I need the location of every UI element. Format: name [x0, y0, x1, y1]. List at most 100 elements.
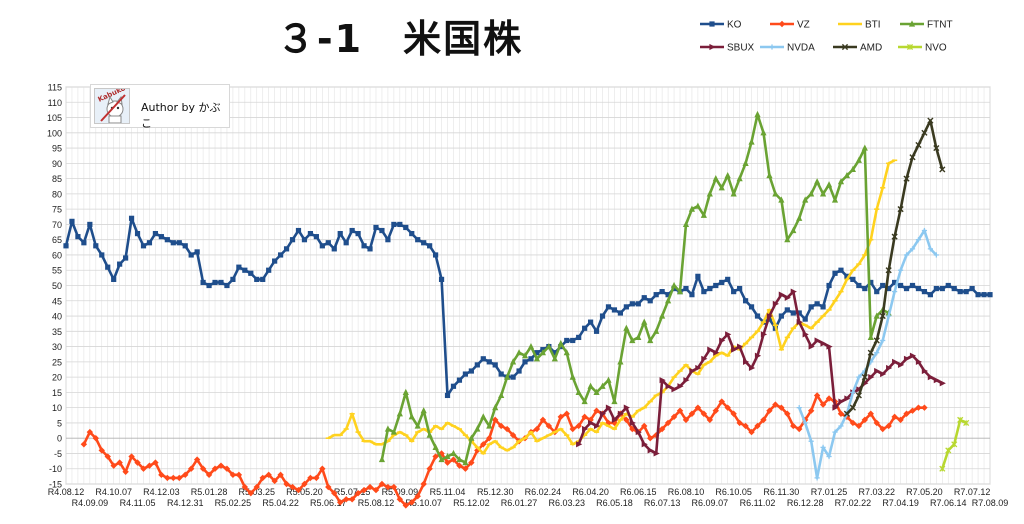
- data-point: [337, 230, 343, 237]
- data-point: [366, 483, 374, 491]
- data-point: [892, 289, 898, 295]
- legend-label: SBUX: [727, 43, 755, 54]
- data-point: [748, 364, 756, 372]
- data-point: [808, 304, 814, 310]
- data-point: [825, 395, 833, 402]
- data-point: [939, 465, 946, 472]
- data-point: [69, 218, 75, 224]
- data-point: [921, 289, 928, 295]
- data-point: [516, 368, 522, 374]
- data-point: [689, 292, 695, 298]
- data-point: [158, 471, 165, 479]
- data-point: [158, 234, 164, 240]
- data-point: [93, 243, 99, 249]
- data-point: [694, 404, 702, 411]
- data-point: [635, 301, 641, 307]
- data-point: [289, 483, 296, 491]
- data-point: [766, 312, 774, 320]
- data-point: [409, 230, 415, 237]
- data-point: [754, 352, 762, 359]
- y-tick-label: 95: [52, 144, 62, 154]
- x-tick-label: R7.01.25: [811, 487, 848, 497]
- data-point: [480, 356, 486, 362]
- data-point: [521, 352, 529, 359]
- data-point: [635, 428, 642, 436]
- data-point: [378, 455, 386, 463]
- data-point: [605, 304, 612, 310]
- data-point-stroke: [879, 312, 886, 320]
- x-tick-label: R6.04.20: [572, 487, 609, 497]
- cat-mascot-icon: [100, 94, 126, 123]
- data-point: [456, 455, 463, 463]
- x-tick-label: R4.10.07: [95, 487, 132, 497]
- data-point: [486, 422, 493, 429]
- data-point: [659, 312, 666, 319]
- data-point: [838, 398, 845, 405]
- data-point: [850, 389, 856, 395]
- data-point: [170, 240, 176, 246]
- data-point: [623, 324, 630, 331]
- data-point: [873, 312, 880, 319]
- data-point: [611, 397, 618, 405]
- data-point: [474, 425, 481, 432]
- data-point: [778, 313, 784, 319]
- legend-item-sbux: SBUX: [700, 43, 755, 54]
- data-point: [617, 358, 624, 365]
- x-tick-label: R6.11.02: [740, 498, 776, 508]
- data-point: [450, 383, 457, 389]
- data-point: [796, 425, 803, 433]
- data-point: [283, 246, 290, 252]
- x-tick-label: R7.06.14: [930, 498, 967, 508]
- data-point: [832, 404, 839, 411]
- data-point: [432, 453, 439, 460]
- chart-title: ３-1 米国株: [276, 17, 524, 61]
- data-point: [867, 349, 874, 356]
- data-point: [939, 285, 945, 292]
- data-point: [808, 438, 814, 444]
- data-point: [373, 224, 379, 231]
- data-point: [617, 410, 624, 417]
- data-point-stroke: [849, 404, 856, 411]
- y-tick-label: 110: [48, 98, 62, 108]
- x-tick-label: R5.10.07: [405, 498, 442, 508]
- data-point: [438, 276, 445, 282]
- data-point: [444, 392, 451, 399]
- data-point: [391, 221, 397, 228]
- data-point: [468, 368, 474, 374]
- data-point: [820, 340, 827, 347]
- data-point: [814, 475, 820, 481]
- data-point: [712, 407, 719, 414]
- data-point: [378, 480, 386, 488]
- data-point: [670, 413, 678, 421]
- data-point: [825, 181, 833, 188]
- data-point: [861, 374, 868, 381]
- data-point: [462, 465, 469, 472]
- data-point: [647, 298, 653, 304]
- data-point: [140, 465, 147, 472]
- data-point: [897, 282, 904, 289]
- data-point: [844, 395, 851, 402]
- data-point: [921, 129, 928, 136]
- data-point: [230, 276, 236, 282]
- data-point: [802, 196, 809, 203]
- data-point: [390, 483, 398, 491]
- data-point: [826, 343, 833, 350]
- x-tick-label: R5.04.22: [262, 498, 299, 508]
- data-point: [385, 237, 391, 243]
- series-ftnt: [378, 110, 892, 466]
- x-tick-label: R6.12.28: [787, 498, 824, 508]
- data-point: [611, 307, 618, 313]
- data-point: [534, 350, 540, 356]
- data-point: [903, 175, 910, 182]
- data-point: [909, 352, 917, 359]
- legend-item-ko: KO: [700, 20, 742, 31]
- data-point: [575, 422, 582, 430]
- data-point: [444, 459, 451, 466]
- data-point: [724, 171, 731, 179]
- data-point: [921, 227, 928, 234]
- data-point: [707, 285, 713, 292]
- data-point: [576, 334, 582, 341]
- data-point: [266, 267, 272, 273]
- data-point: [874, 367, 881, 375]
- data-point: [856, 282, 862, 289]
